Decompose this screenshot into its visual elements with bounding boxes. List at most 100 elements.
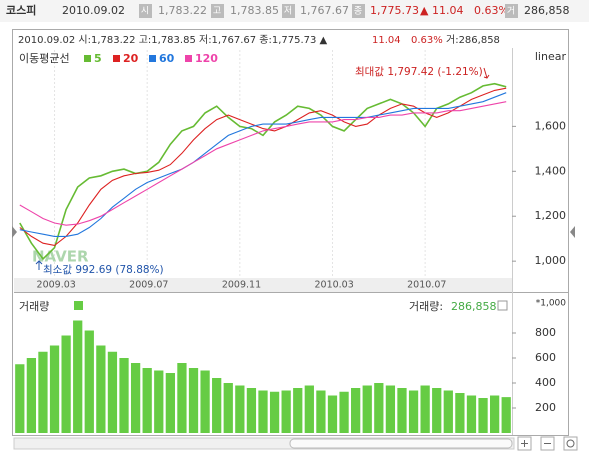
ma-line [19, 101, 507, 226]
legend-label: 60 [159, 52, 175, 65]
info-change: 11.04 [372, 35, 401, 46]
volume-bar [26, 358, 37, 433]
volume-label: 거 [507, 6, 515, 17]
volume-bar [96, 345, 106, 433]
y-tick-label: 1,000 [535, 254, 567, 267]
y-tick-label: 400 [535, 376, 556, 389]
legend-swatch [113, 55, 120, 62]
legend-swatch [185, 55, 192, 62]
scrollbar[interactable] [13, 437, 515, 450]
change: ▲ 11.04 [420, 4, 463, 17]
ma-line [19, 82, 507, 261]
volume-bar [258, 390, 268, 433]
volume-bar [432, 388, 442, 433]
close: 1,775.73 [370, 4, 419, 17]
watermark: NAVER [32, 248, 89, 266]
volume-bar [408, 390, 419, 433]
volume-bar [61, 335, 71, 433]
volume-bar [38, 351, 48, 433]
volume-bar [73, 320, 83, 433]
plus-icon [521, 440, 528, 447]
volume-bar [489, 395, 500, 433]
panel-title: 거래량 [19, 300, 49, 313]
legend-label: 5 [94, 52, 102, 65]
volume-bar [455, 393, 465, 433]
volume-bar [119, 358, 129, 433]
low: 1,767.67 [300, 4, 349, 17]
left-tab[interactable] [12, 226, 17, 238]
volume-bar [15, 364, 25, 433]
scroll-thumb[interactable] [289, 438, 513, 449]
volume-bar [154, 370, 164, 433]
info-pct: 0.63% [411, 35, 443, 46]
chart-frame [12, 29, 569, 436]
volume-bar [501, 397, 511, 433]
y-tick-label: 1,600 [535, 119, 567, 132]
volume-bar [142, 368, 152, 433]
x-tick-label: 2010.03 [314, 280, 353, 291]
y-tick-label: 1,400 [535, 164, 567, 177]
high-label: 고 [213, 7, 221, 17]
y-tick-label: 600 [535, 351, 556, 364]
legend-title: 이동평균선 [19, 52, 70, 65]
volume-bar [316, 390, 326, 433]
open: 1,783.22 [158, 4, 207, 17]
unit-note: *1,000 [536, 299, 567, 309]
volume-bar [235, 385, 245, 433]
volume-bar [478, 398, 488, 433]
volume-bar [223, 383, 233, 433]
x-tick-label: 2009.03 [37, 280, 76, 291]
volume-bar [84, 330, 94, 433]
y-tick-label: 200 [535, 401, 556, 414]
volume-bar [200, 370, 210, 433]
legend-swatch [84, 55, 91, 62]
legend-swatch [149, 55, 156, 62]
volume-bar [165, 373, 175, 433]
icon [282, 4, 295, 18]
icon [352, 4, 365, 18]
volume-bar [269, 391, 280, 433]
change-pct: 0.63% [474, 4, 509, 17]
volume-bar [246, 388, 257, 433]
volume-bar [351, 388, 361, 433]
volume-bar [281, 390, 291, 433]
volume-bar [304, 385, 314, 433]
volume-bar [293, 388, 303, 433]
info-volume: 거:286,858 [446, 34, 500, 46]
volume-bar [420, 385, 430, 433]
scale-label: linear [535, 50, 567, 63]
close-label: 종 [354, 6, 362, 17]
volume-bar [327, 395, 338, 433]
icon [505, 4, 518, 18]
close-box [497, 300, 508, 311]
volume-bar [177, 363, 187, 433]
refresh-button[interactable] [563, 436, 578, 451]
high: 1,783.85 [230, 4, 279, 17]
readout-label: 거래량: [409, 300, 443, 313]
volume-bar [443, 390, 453, 433]
x-tick-label: 2009.11 [222, 280, 261, 291]
volume-bar [212, 378, 222, 433]
volume-bar [339, 391, 349, 433]
right-tab[interactable] [570, 226, 575, 238]
volume-bar [466, 395, 477, 433]
ma-line [19, 92, 507, 237]
volume-bar [397, 388, 407, 433]
volume-bar [385, 385, 396, 433]
refresh-icon [566, 439, 575, 448]
icon [211, 4, 224, 18]
index-name: 코스피 [6, 3, 36, 17]
legend-label: 20 [123, 52, 139, 65]
icon [139, 4, 152, 18]
annotation: 최소값 992.69 (78.88%) [43, 264, 164, 276]
min-arrow [35, 260, 43, 270]
annotation: 최대값 1,797.42 (-1.21%) [355, 66, 483, 78]
volume-bar [107, 351, 118, 433]
y-tick-label: 800 [535, 326, 556, 339]
volume-bar [374, 383, 384, 433]
date: 2010.09.02 [62, 4, 125, 17]
low-label: 저 [284, 6, 292, 17]
volume-bar [49, 345, 60, 433]
volume: 286,858 [524, 4, 570, 17]
